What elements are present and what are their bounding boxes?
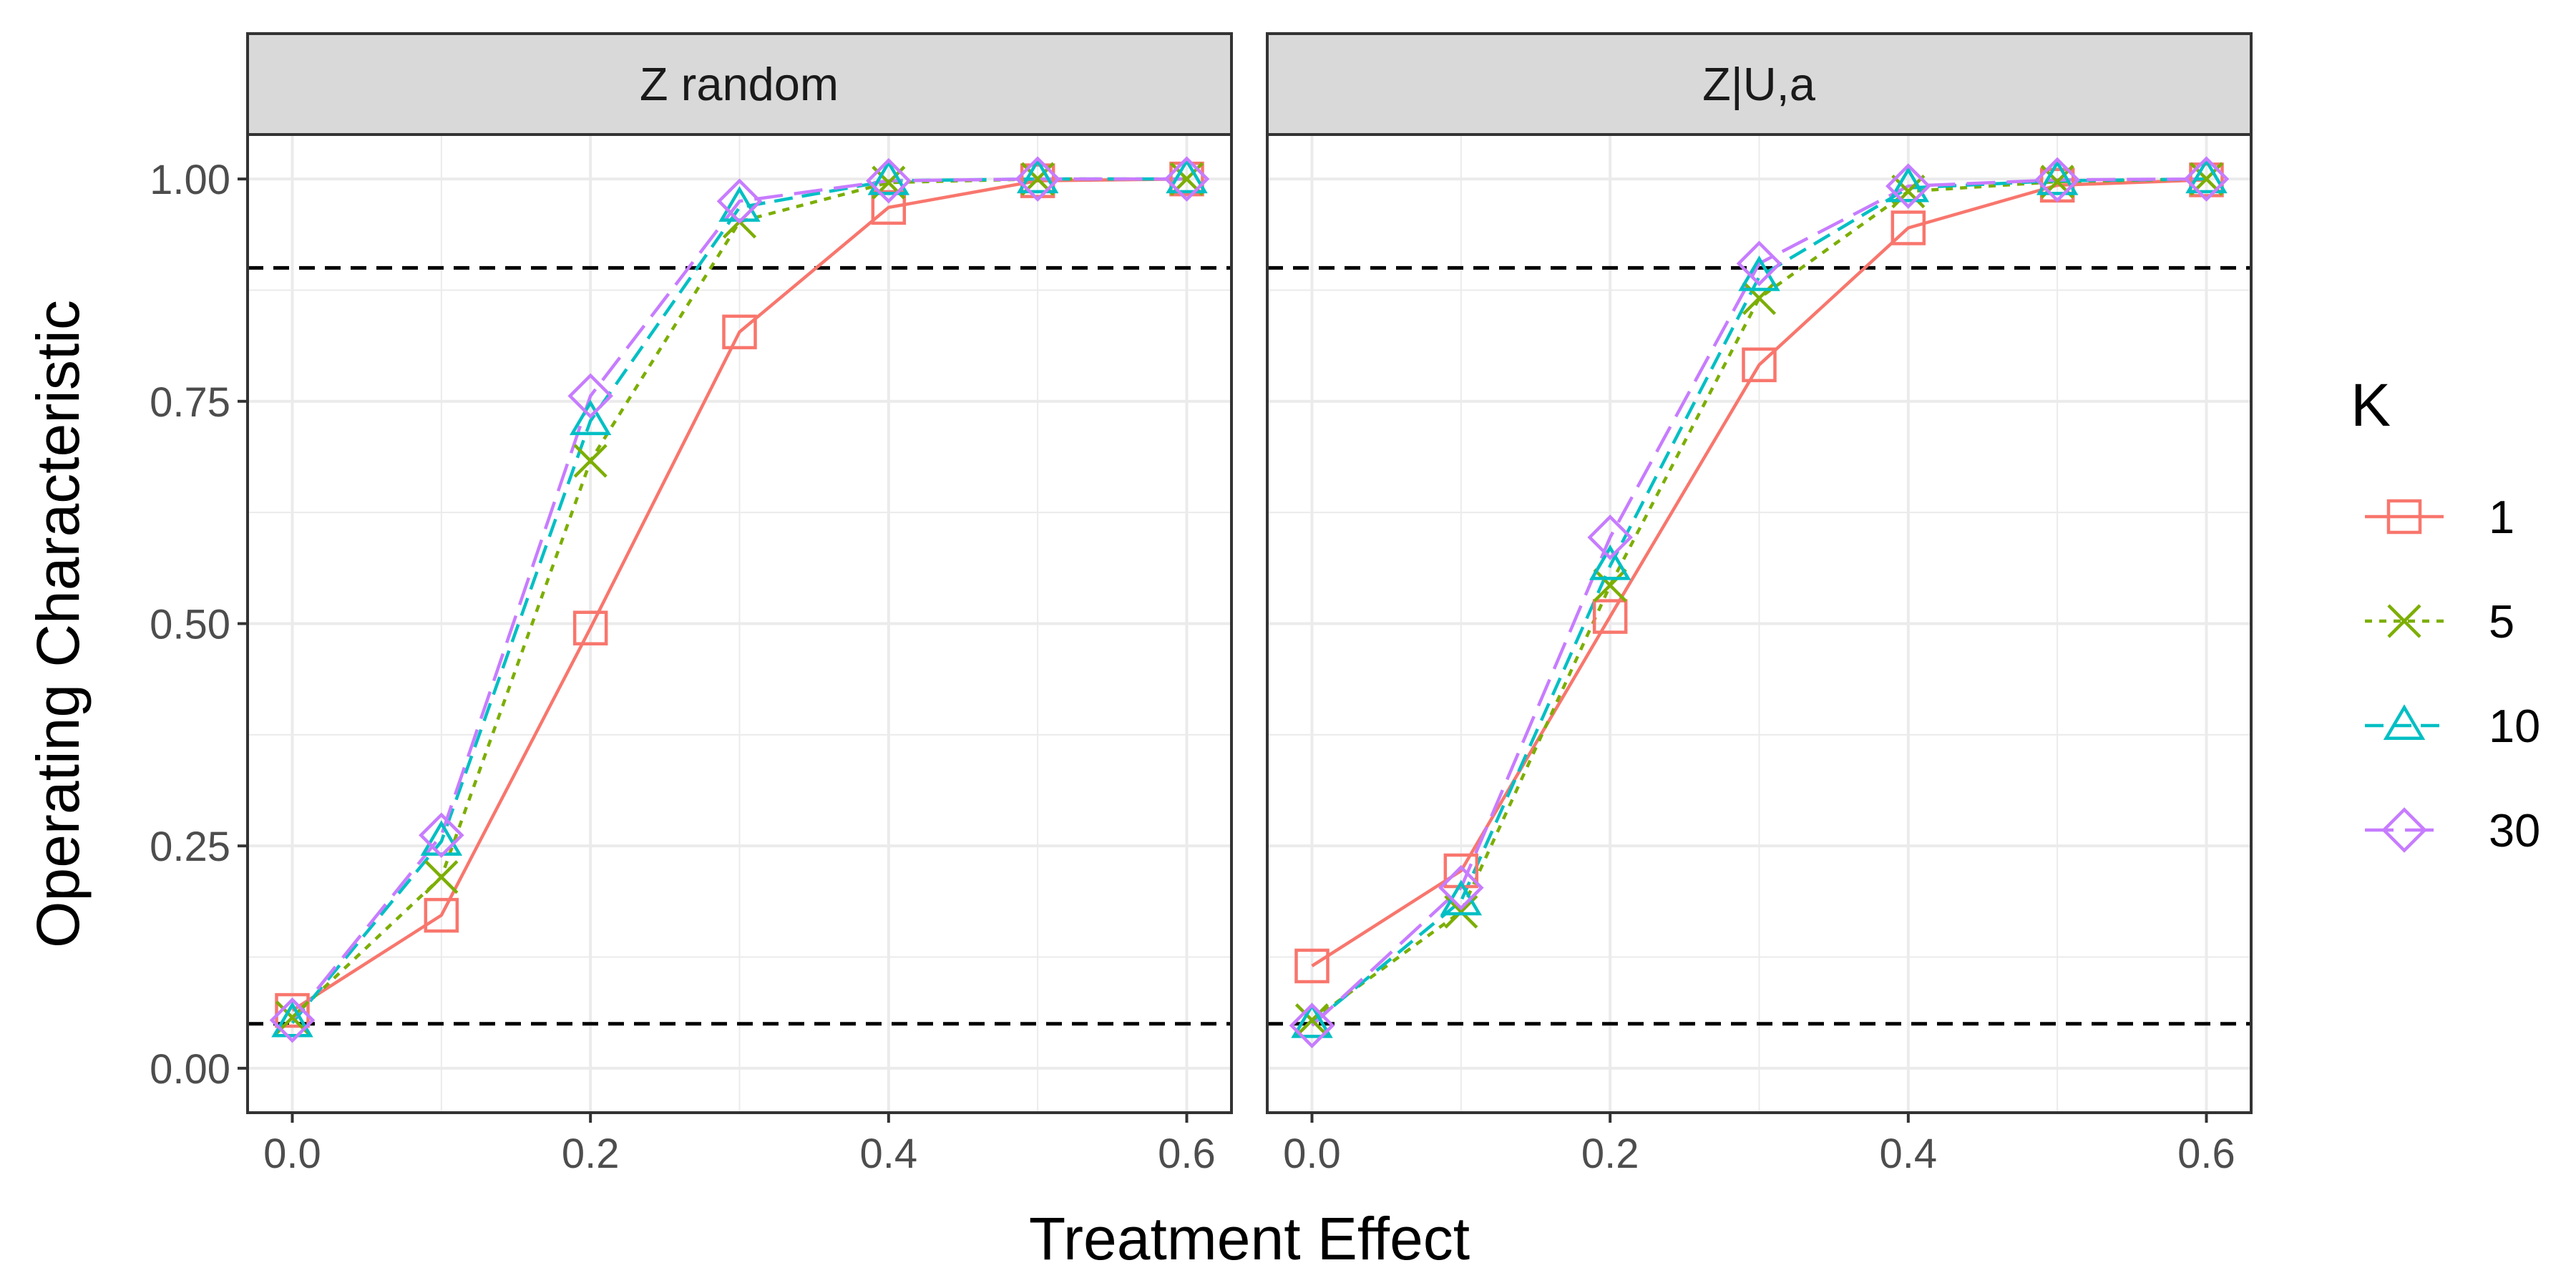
legend-label: 30 (2489, 804, 2540, 857)
legend-key-marker (2381, 807, 2427, 853)
data-point-k10 (867, 159, 910, 195)
legend-key-marker (2383, 704, 2426, 740)
data-point-k30 (866, 157, 912, 204)
legend-key-marker (2386, 499, 2422, 535)
series-line-k1 (1311, 178, 2207, 967)
strip-background (246, 32, 1233, 136)
legend-label: 1 (2489, 491, 2514, 543)
data-point-k30 (716, 178, 763, 224)
data-point-k10 (1166, 157, 1208, 194)
y-tick-label: 0.50 (150, 602, 230, 648)
data-point-k30 (567, 373, 613, 419)
data-point-k30 (2034, 157, 2080, 203)
data-point-k30 (1015, 156, 1060, 202)
data-point-k1 (572, 610, 608, 645)
panel-points (1289, 156, 2230, 1048)
x-tick-label: 0.2 (562, 1131, 620, 1177)
data-point-k1 (2189, 162, 2224, 197)
y-tick-label: 0.25 (150, 824, 230, 870)
y-axis-title: Operating Characteristic (24, 300, 92, 948)
data-point-k1 (1294, 948, 1330, 984)
data-point-k10 (1589, 544, 1631, 580)
legend-label: 10 (2489, 700, 2540, 752)
x-tick-label: 0.4 (1880, 1131, 1938, 1177)
data-point-k10 (2185, 157, 2228, 194)
x-tick-label: 0.6 (2177, 1131, 2235, 1177)
x-tick-labels: 0.0 0.2 0.4 0.6 (263, 1113, 1216, 1177)
data-point-k1 (424, 897, 459, 933)
x-tick-label: 0.0 (263, 1131, 321, 1177)
x-tick-label: 0.0 (1283, 1131, 1341, 1177)
x-tick-label: 0.2 (1581, 1131, 1639, 1177)
data-point-k30 (1885, 163, 1931, 209)
data-point-k5 (573, 444, 608, 478)
data-point-k10 (1016, 157, 1059, 194)
data-point-k10 (1291, 1002, 1333, 1038)
data-point-k30 (419, 812, 464, 859)
data-point-k1 (871, 190, 907, 225)
data-point-k30 (269, 997, 316, 1043)
panel-z-given-u-a: Z|U,a 0.0 0.2 0.4 0.6 (1266, 32, 2253, 1177)
y-tick-label: 0.00 (150, 1046, 230, 1093)
legend: K 1 5 10 30 (2351, 371, 2540, 857)
data-point-k1 (1020, 163, 1055, 198)
data-point-k1 (1742, 347, 1777, 383)
data-point-k30 (1163, 156, 1210, 202)
data-point-k5 (424, 860, 459, 894)
data-point-k10 (271, 1001, 313, 1038)
data-point-k5 (1742, 281, 1777, 316)
y-tick-label: 0.75 (150, 379, 230, 426)
data-point-k30 (1438, 864, 1484, 911)
data-point-k1 (1592, 599, 1628, 634)
panel-border (1266, 133, 2253, 1114)
data-point-k5 (1294, 1003, 1330, 1038)
data-point-k10 (2036, 159, 2079, 195)
data-point-k30 (1736, 240, 1782, 286)
panel-z-random: Z random 0.0 0.2 0.4 0.6 (246, 32, 1233, 1177)
data-point-k30 (1289, 1002, 1335, 1048)
x-axis-title: Treatment Effect (1029, 1205, 1470, 1272)
data-point-k30 (2183, 156, 2230, 202)
data-point-k1 (1443, 853, 1479, 889)
legend-entries: 1 5 10 30 (2365, 491, 2540, 857)
x-tick-label: 0.6 (1158, 1131, 1216, 1177)
panel-grid (248, 135, 1231, 1113)
panel-points (269, 156, 1210, 1043)
data-point-k1 (1890, 210, 1926, 245)
data-point-k10 (569, 399, 612, 436)
data-point-k10 (1887, 166, 1930, 203)
y-tick-label: 1.00 (150, 157, 230, 203)
data-point-k30 (1587, 514, 1633, 560)
data-point-k1 (722, 314, 757, 350)
strip-background (1266, 32, 2253, 136)
legend-title: K (2351, 371, 2391, 439)
strip-title: Z|U,a (1702, 58, 1816, 110)
legend-key-marker (2387, 604, 2421, 638)
strip-title: Z random (640, 58, 839, 110)
data-point-k5 (1593, 568, 1627, 602)
data-point-k1 (275, 992, 310, 1028)
legend-label: 5 (2489, 595, 2514, 648)
x-tick-label: 0.4 (860, 1131, 918, 1177)
x-tick-labels: 0.0 0.2 0.4 0.6 (1283, 1113, 2235, 1177)
y-tick-labels: 0.00 0.25 0.50 0.75 1.00 (150, 157, 248, 1093)
panel-grid (1267, 135, 2251, 1113)
